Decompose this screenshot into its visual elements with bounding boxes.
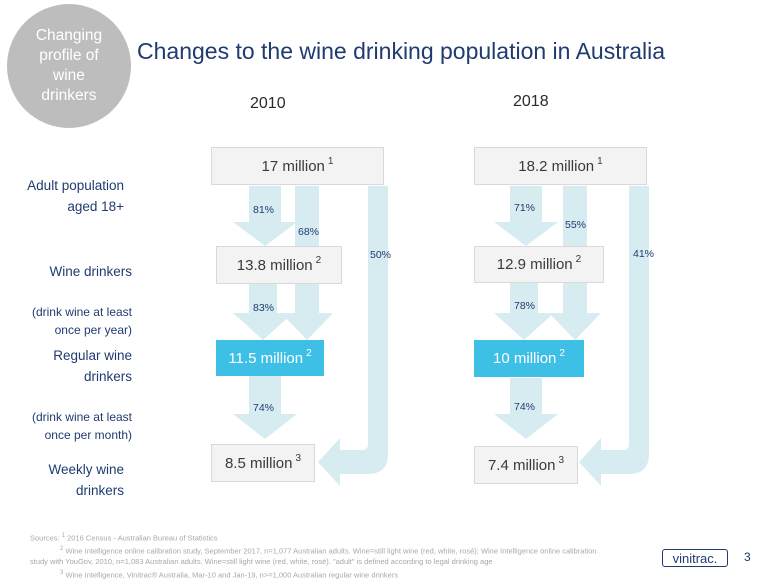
row-label-wine-main: Wine drinkers bbox=[49, 264, 132, 279]
pct-2018-regular-weekly: 74% bbox=[514, 401, 536, 413]
box-2018-regular: 10 million 2 bbox=[474, 340, 584, 377]
source-3-num: 3 bbox=[60, 569, 64, 576]
source-line-1: Sources: 1 2016 Census - Australian Bure… bbox=[30, 531, 610, 544]
year-2018-header: 2018 bbox=[513, 93, 549, 110]
box-2018-weekly: 7.4 million 3 bbox=[474, 446, 578, 484]
box-2010-weekly-value: 8.5 million bbox=[224, 454, 293, 472]
box-2010-adult-value: 17 million bbox=[261, 157, 325, 175]
section-badge-text: Changing profile of wine drinkers bbox=[35, 27, 103, 104]
pct-2018-adult-weekly: 41% bbox=[633, 248, 655, 260]
arrow-2010-adult-to-wine bbox=[233, 186, 297, 246]
source-2-num: 2 bbox=[60, 546, 64, 552]
sources-label: Sources: bbox=[30, 533, 60, 543]
box-2010-adult: 17 million 1 bbox=[211, 147, 384, 185]
arrow-2018-regular-to-weekly bbox=[494, 378, 558, 439]
arrow-2018-adult-to-weekly bbox=[579, 186, 649, 486]
pct-2010-regular-weekly: 74% bbox=[253, 402, 275, 414]
box-2010-wine-value: 13.8 million bbox=[236, 256, 313, 274]
pct-2010-adult-wine: 81% bbox=[253, 204, 275, 216]
box-2018-wine: 12.9 million 2 bbox=[474, 246, 604, 283]
pct-2018-wine-regular: 78% bbox=[514, 300, 536, 312]
box-2018-regular-value: 10 million bbox=[493, 350, 557, 367]
source-line-2: 2 Wine Intelligence online calibration s… bbox=[30, 544, 610, 568]
arrow-2018-wine-to-regular bbox=[494, 282, 554, 340]
arrow-2018-adult-to-wine bbox=[494, 186, 558, 246]
pct-2010-wine-regular: 83% bbox=[253, 302, 275, 314]
source-3-text: Wine Intelligence, Vinitrac® Australia, … bbox=[65, 570, 399, 579]
pct-2010-adult-weekly: 50% bbox=[370, 249, 392, 261]
source-1-num: 1 bbox=[61, 533, 66, 539]
source-2-text: Wine Intelligence online calibration stu… bbox=[30, 546, 597, 567]
page-number: 3 bbox=[744, 550, 751, 564]
row-label-regular-main: Regular wine drinkers bbox=[53, 348, 132, 384]
box-2010-wine-ref: 2 bbox=[315, 254, 322, 266]
source-1-text: 2016 Census - Australian Bureau of Stati… bbox=[67, 533, 218, 543]
box-2010-wine: 13.8 million 2 bbox=[216, 246, 342, 284]
box-2010-regular-ref: 2 bbox=[306, 347, 312, 359]
sources-footnote: Sources: 1 2016 Census - Australian Bure… bbox=[30, 531, 610, 581]
box-2018-regular-ref: 2 bbox=[559, 348, 565, 359]
year-2010-header: 2010 bbox=[250, 95, 286, 112]
vinitrac-logo: vinitrac. bbox=[662, 549, 728, 567]
box-2018-adult-ref: 1 bbox=[597, 155, 603, 167]
row-label-regular: Regular wine drinkers (drink wine at lea… bbox=[10, 324, 132, 465]
box-2018-weekly-value: 7.4 million bbox=[487, 456, 556, 474]
box-2018-adult-value: 18.2 million bbox=[518, 157, 595, 175]
pct-2018-adult-regular: 55% bbox=[565, 219, 587, 231]
box-2010-regular-value: 11.5 million bbox=[228, 349, 304, 367]
source-line-3: 3 Wine Intelligence, Vinitrac® Australia… bbox=[30, 568, 610, 581]
box-2018-wine-value: 12.9 million bbox=[496, 256, 573, 273]
box-2018-wine-ref: 2 bbox=[575, 254, 582, 265]
arrow-2010-adult-to-weekly bbox=[318, 186, 388, 486]
arrow-2010-regular-to-weekly bbox=[233, 376, 297, 439]
row-label-weekly-main: Weekly wine drinkers bbox=[48, 462, 124, 498]
row-label-regular-sub: (drink wine at least once per month) bbox=[31, 410, 132, 442]
row-label-adult-main: Adult population aged 18+ bbox=[27, 178, 124, 214]
pct-2010-adult-regular: 68% bbox=[298, 226, 320, 238]
page-title: Changes to the wine drinking population … bbox=[137, 38, 666, 64]
row-label-wine-sub: (drink wine at least once per year) bbox=[31, 305, 132, 337]
row-label-adult: Adult population aged 18+ bbox=[10, 154, 124, 217]
box-2018-adult: 18.2 million 1 bbox=[474, 147, 647, 185]
box-2010-regular: 11.5 million 2 bbox=[216, 340, 324, 376]
box-2010-adult-ref: 1 bbox=[327, 155, 334, 167]
row-label-wine: Wine drinkers (drink wine at least once … bbox=[10, 240, 132, 360]
arrow-2010-wine-to-regular bbox=[233, 282, 293, 340]
row-label-weekly: Weekly wine drinkers bbox=[10, 438, 124, 501]
section-badge: Changing profile of wine drinkers bbox=[7, 4, 131, 128]
box-2010-weekly: 8.5 million 3 bbox=[211, 444, 315, 482]
box-2010-weekly-ref: 3 bbox=[295, 452, 302, 464]
box-2018-weekly-ref: 3 bbox=[558, 454, 565, 466]
pct-2018-adult-wine: 71% bbox=[514, 202, 536, 214]
